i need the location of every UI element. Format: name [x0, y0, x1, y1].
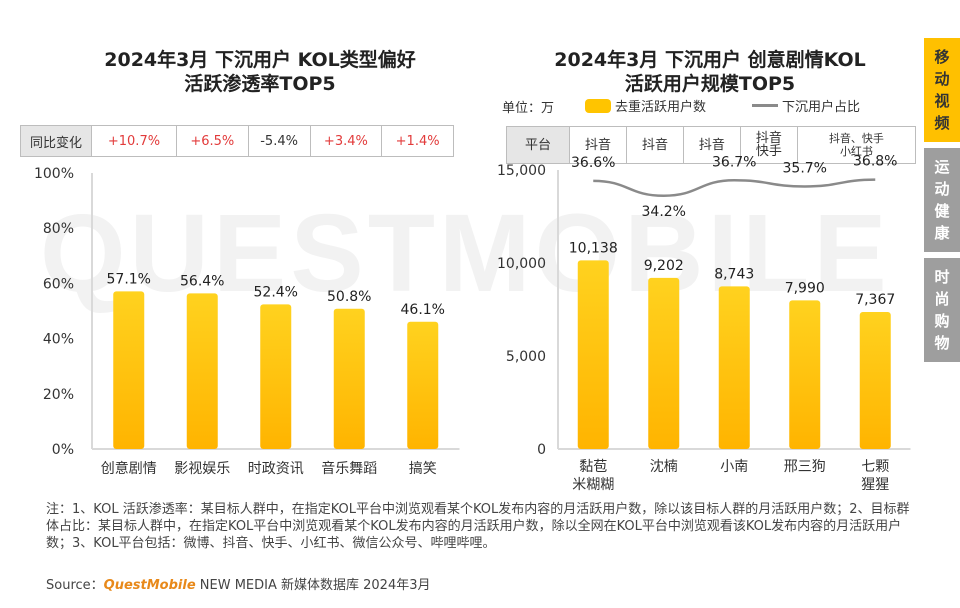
share-value-label: 34.2% — [642, 204, 686, 220]
platform-cell: 抖音 快手 — [739, 126, 798, 164]
x-tick-label: 搞笑 — [409, 461, 437, 477]
sidebar-tab-label: 时尚购物 — [934, 268, 950, 352]
y-tick-label: 20% — [43, 387, 74, 403]
footnote: 注：1、KOL 活跃渗透率：某目标人群中，在指定KOL平台中浏览观看某个KOL发… — [46, 502, 910, 551]
platform-label: 平台 — [506, 126, 570, 164]
bar-value-label: 57.1% — [107, 271, 151, 287]
platform-line1: 抖音 — [584, 137, 611, 153]
x-tick-label: 音乐舞蹈 — [321, 460, 377, 477]
yoy-change-table: 同比变化 +10.7% +6.5% -5.4% +3.4% +1.4% — [20, 125, 454, 157]
y-tick-label: 5,000 — [506, 349, 546, 365]
left-title-line1: 2024年3月 下沉用户 KOL类型偏好 — [104, 49, 416, 71]
yoy-change-cell: +1.4% — [381, 125, 454, 157]
bar — [333, 308, 365, 449]
platform-line1: 抖音 — [755, 131, 782, 146]
right-title-line2: 活跃用户规模TOP5 — [624, 73, 796, 95]
x-tick-label: 黏苞 — [579, 458, 607, 475]
bar — [260, 304, 292, 449]
source-prefix: Source： — [46, 578, 104, 593]
left-bar-chart: 0% 20% 40% 60% 80% 100% 57.1% 创意剧情 56.4% 影视娱乐 52.4… — [34, 166, 460, 477]
bar — [789, 300, 821, 449]
y-tick-label: 10,000 — [497, 256, 546, 272]
legend-line-label: 下沉用户占比 — [782, 100, 861, 115]
sidebar-tab-label: 移动视频 — [934, 48, 950, 132]
legend-bar: 去重活跃用户数 — [585, 96, 706, 115]
yoy-change-cell: +6.5% — [175, 125, 249, 157]
sidebar-tab-fashion-shopping[interactable]: 时尚购物 — [924, 258, 960, 362]
legend-line: 下沉用户占比 — [752, 96, 860, 115]
yoy-change-cell: +10.7% — [91, 125, 177, 157]
platform-cell: 抖音、快手 小红书 — [796, 126, 917, 164]
platform-cell: 抖音 — [625, 126, 684, 164]
bar-value-label: 46.1% — [401, 302, 445, 318]
unit-label: 单位：万 — [502, 101, 555, 116]
y-tick-label: 15,000 — [497, 163, 546, 179]
share-value-label: 36.8% — [853, 154, 897, 170]
source-line: Source：QuestMobile NEW MEDIA 新媒体数据库 2024… — [46, 574, 431, 593]
bar — [407, 321, 439, 449]
right-chart-title: 2024年3月 下沉用户 创意剧情KOL 活跃用户规模TOP5 — [500, 48, 920, 96]
bar — [718, 286, 750, 449]
x-tick-label: 时政资讯 — [248, 461, 304, 477]
platform-cell: 抖音 — [569, 126, 627, 164]
sidebar-tab-sports-health[interactable]: 运动健康 — [924, 148, 960, 252]
yoy-change-cell: +3.4% — [309, 125, 383, 157]
x-tick-label: 创意剧情 — [101, 460, 157, 477]
y-tick-label: 0% — [52, 442, 74, 458]
x-tick-label: 沈楠 — [650, 459, 678, 475]
bar-value-label: 9,202 — [644, 258, 684, 274]
bar-value-label: 50.8% — [327, 289, 371, 305]
platform-line1: 抖音 — [641, 137, 668, 153]
y-tick-label: 100% — [34, 166, 74, 182]
x-tick-label: 小南 — [720, 459, 748, 475]
share-line — [593, 178, 876, 198]
share-value-label: 35.7% — [783, 160, 827, 176]
platform-line2: 快手 — [755, 144, 782, 159]
bar — [648, 277, 680, 449]
legend-line-swatch — [752, 104, 778, 107]
share-value-label: 36.6% — [571, 155, 615, 171]
sidebar-tab-label: 运动健康 — [934, 158, 950, 242]
sidebar-tab-mobile-video[interactable]: 移动视频 — [924, 38, 960, 142]
yoy-change-cell: -5.4% — [247, 125, 311, 157]
x-tick-label: 影视娱乐 — [174, 461, 230, 477]
share-value-label: 36.7% — [712, 154, 756, 170]
bar — [186, 293, 218, 449]
left-title-line2: 活跃渗透率TOP5 — [184, 73, 336, 95]
platform-line2: 小红书 — [839, 145, 873, 158]
left-chart-title: 2024年3月 下沉用户 KOL类型偏好 活跃渗透率TOP5 — [40, 48, 480, 96]
legend-bar-swatch — [585, 98, 611, 113]
source-brand-logo: QuestMobile — [103, 578, 196, 593]
platform-line1: 抖音 — [698, 137, 725, 153]
y-tick-label: 40% — [43, 332, 74, 348]
legend-bar-label: 去重活跃用户数 — [615, 100, 707, 115]
y-tick-label: 0 — [537, 442, 546, 458]
y-tick-label: 60% — [43, 276, 74, 292]
platform-line1: 抖音、快手 — [828, 132, 884, 145]
bar-value-label: 10,138 — [569, 240, 618, 256]
bar-value-label: 8,743 — [714, 266, 754, 282]
bar — [113, 291, 145, 449]
x-tick-label: 邢三狗 — [784, 459, 826, 475]
right-title-line1: 2024年3月 下沉用户 创意剧情KOL — [554, 49, 866, 71]
y-tick-label: 80% — [43, 221, 74, 237]
x-tick-label: 猩猩 — [861, 477, 889, 493]
bar-value-label: 52.4% — [254, 284, 298, 300]
source-suffix: NEW MEDIA 新媒体数据库 2024年3月 — [195, 578, 431, 593]
platform-table: 平台 抖音 抖音 抖音 抖音 快手 抖音、快手 小红书 — [506, 126, 917, 164]
bar — [577, 260, 609, 449]
bar — [859, 311, 891, 449]
x-tick-label: 米糊糊 — [572, 477, 614, 493]
bar-value-label: 7,990 — [785, 280, 825, 296]
bar-value-label: 56.4% — [180, 273, 224, 289]
platform-cell: 抖音 — [682, 126, 741, 164]
bar-value-label: 7,367 — [855, 292, 895, 308]
yoy-change-label: 同比变化 — [20, 125, 92, 157]
x-tick-label: 七颗 — [861, 459, 889, 475]
